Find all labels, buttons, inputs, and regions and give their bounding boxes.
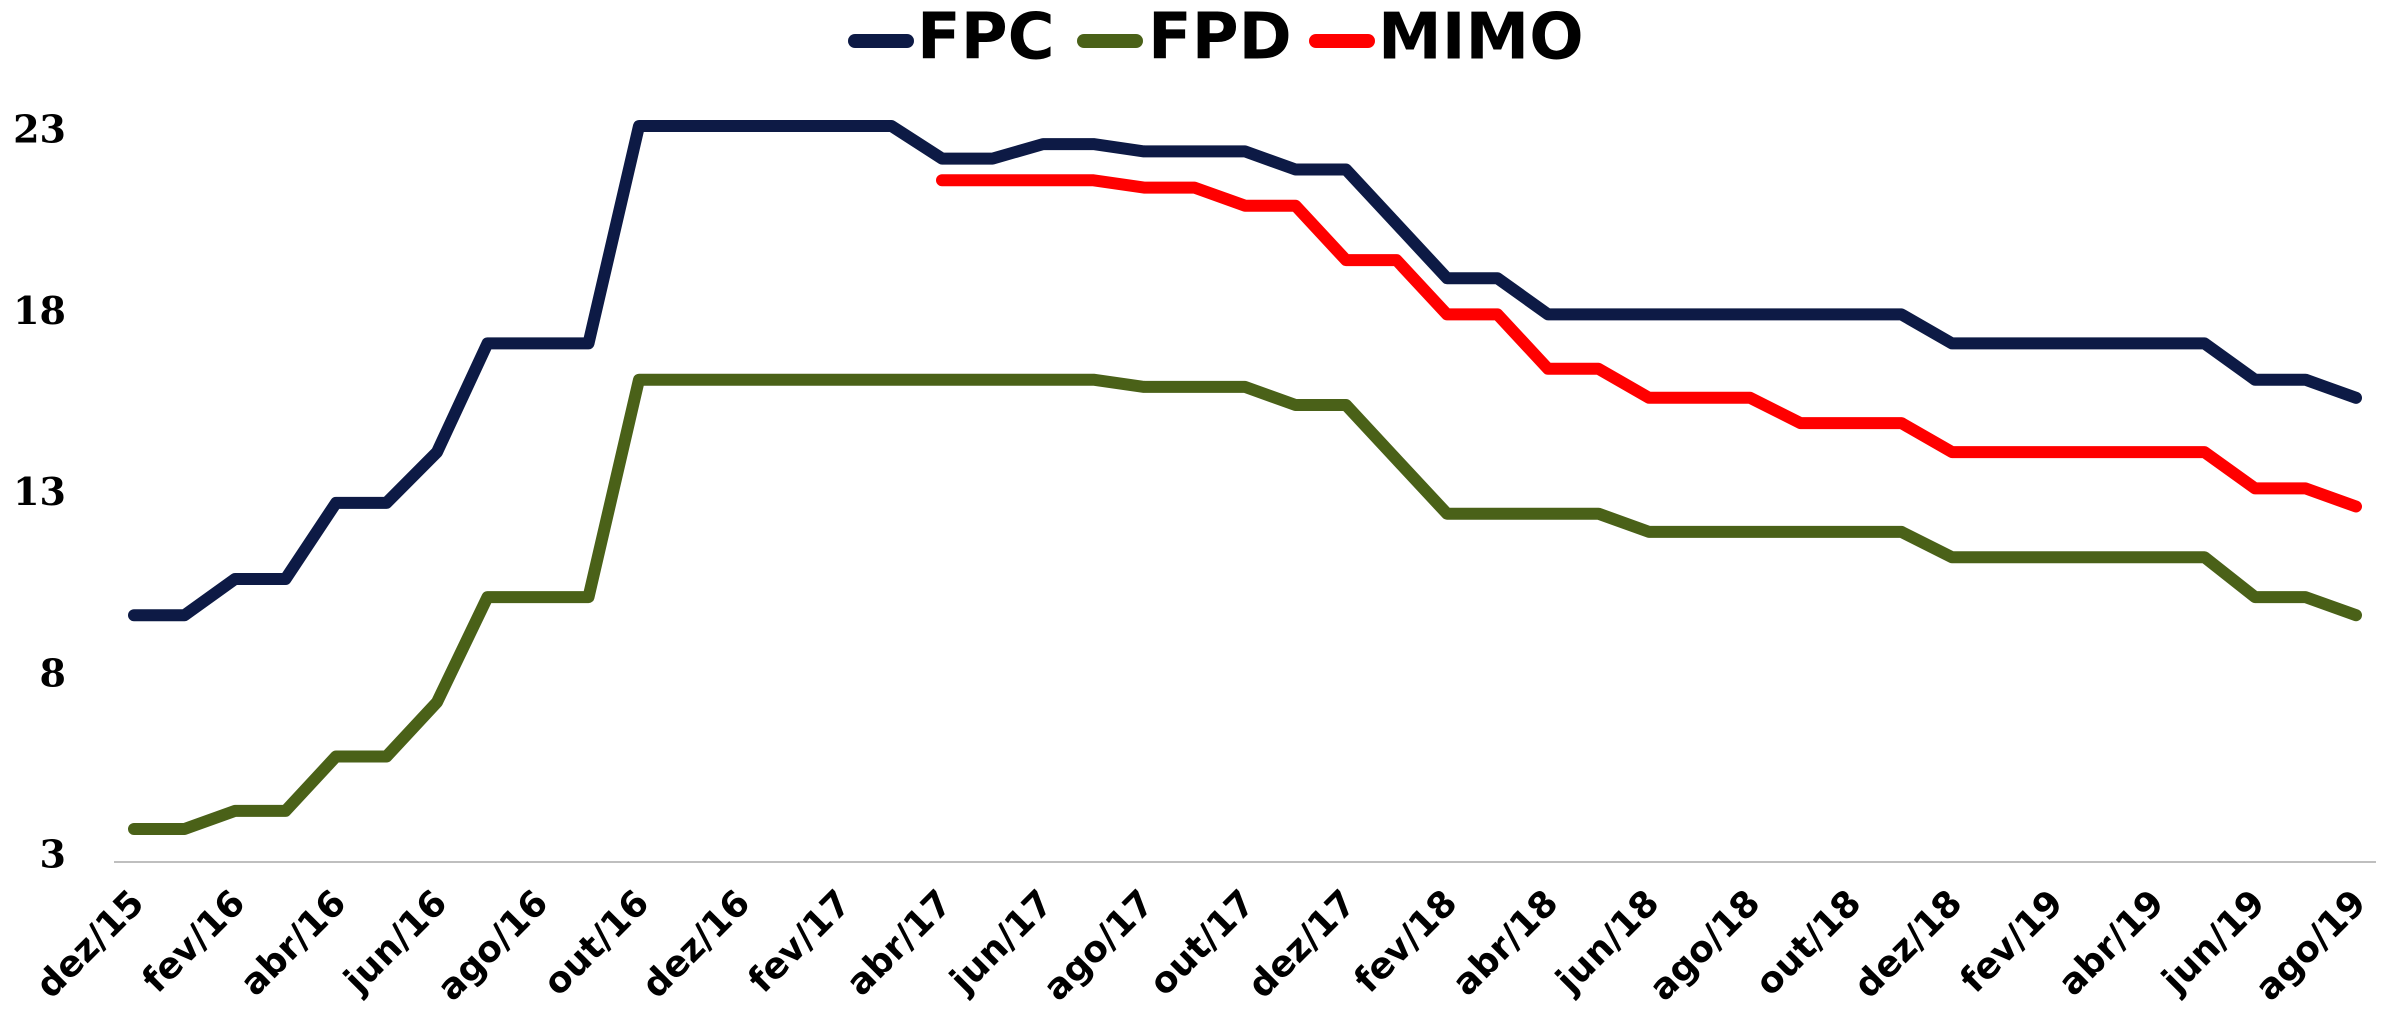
x-tick-label: dez/16 xyxy=(634,882,758,1006)
legend-label: MIMO xyxy=(1378,1,1584,75)
x-tick-label: out/17 xyxy=(1142,882,1264,1004)
x-tick-label: ago/19 xyxy=(2248,882,2375,1009)
x-tick-label: abr/16 xyxy=(233,882,355,1004)
y-tick-label: 3 xyxy=(40,832,66,877)
y-tick-label: 13 xyxy=(13,469,66,514)
x-tick-label: out/18 xyxy=(1748,882,1870,1004)
y-tick-label: 23 xyxy=(13,107,66,152)
x-tick-label: dez/18 xyxy=(1846,882,1970,1006)
x-tick-label: ago/16 xyxy=(430,882,557,1009)
y-tick-label: 18 xyxy=(13,288,66,333)
x-tick-label: fev/17 xyxy=(741,882,860,1001)
x-tick-label: fev/18 xyxy=(1347,882,1466,1001)
x-tick-label: abr/19 xyxy=(2051,882,2173,1004)
legend-label: FPD xyxy=(1148,1,1292,75)
x-tick-label: dez/15 xyxy=(28,882,152,1006)
x-tick-label: abr/17 xyxy=(839,882,961,1004)
x-tick-label: fev/16 xyxy=(135,882,254,1001)
x-tick-label: fev/19 xyxy=(1953,882,2072,1001)
series-line xyxy=(128,373,2362,835)
legend: FPC FPD MIMO xyxy=(848,1,1584,75)
series-line xyxy=(936,174,2362,513)
x-tick-label: ago/18 xyxy=(1642,882,1769,1009)
series-line xyxy=(128,120,2362,622)
x-tick-label: ago/17 xyxy=(1036,882,1163,1009)
x-tick-label: dez/17 xyxy=(1240,882,1364,1006)
x-tick-label: out/16 xyxy=(536,882,658,1004)
x-tick-label: abr/18 xyxy=(1445,882,1567,1004)
legend-label: FPC xyxy=(917,1,1055,75)
y-tick-label: 8 xyxy=(40,650,66,695)
